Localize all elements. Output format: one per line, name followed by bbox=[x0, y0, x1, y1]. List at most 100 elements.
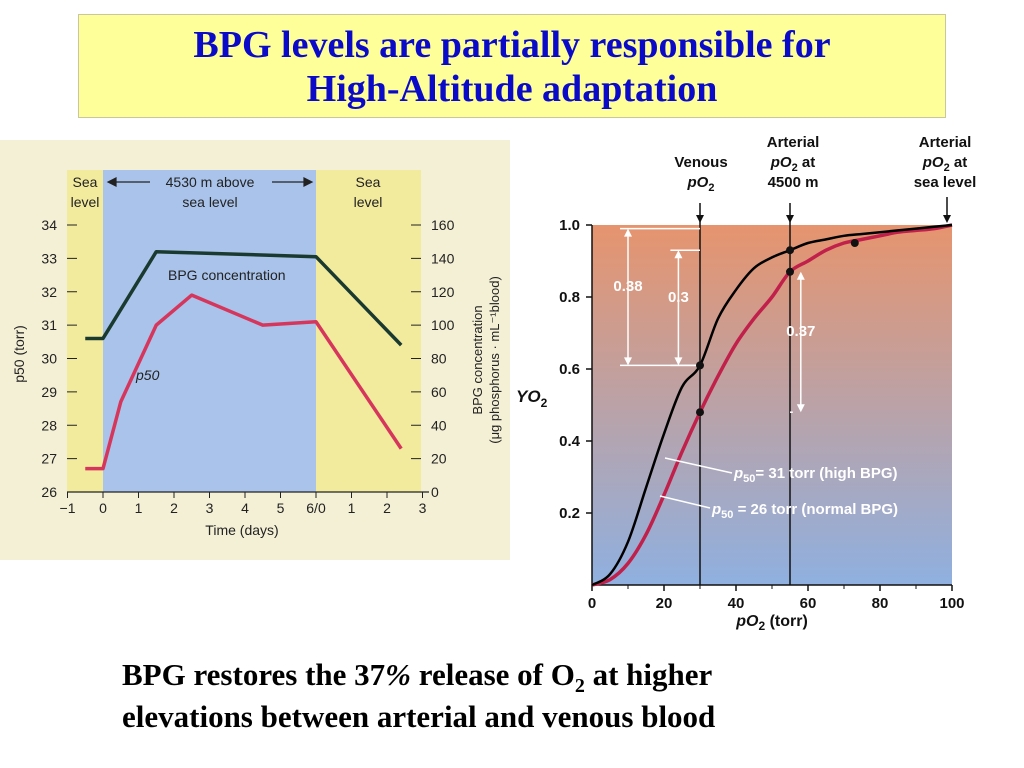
altitude-span-arrows bbox=[106, 177, 314, 187]
region-label-sea-level-right-1: Sea bbox=[356, 174, 381, 190]
arterial-4500-label-line3: 4500 m bbox=[768, 174, 819, 191]
marker-arrowhead bbox=[786, 215, 794, 223]
left-x-tick-label: 4 bbox=[241, 500, 249, 516]
left-y-tick-label: 29 bbox=[41, 384, 57, 400]
annotation-label: 0.37 bbox=[786, 323, 815, 340]
left-chart-series bbox=[85, 249, 403, 471]
bpg-concentration-series-label: BPG concentration bbox=[168, 267, 286, 283]
left-y-tick-label: 32 bbox=[41, 284, 57, 300]
right-chart-series bbox=[591, 223, 953, 587]
venous-po2-marker-label: Venous pO2 bbox=[674, 154, 727, 194]
right-y-tick-label: 0.4 bbox=[559, 433, 581, 450]
arterial-4500-label-line1: Arterial bbox=[767, 134, 820, 151]
annotation-arrowhead bbox=[624, 228, 632, 237]
right-x-tick-label: 100 bbox=[939, 595, 964, 612]
p50-series-label: p50 bbox=[135, 367, 160, 383]
marker-arrowhead bbox=[696, 215, 704, 223]
right-x-axis-label: pO2 (torr) bbox=[735, 613, 808, 633]
high-bpg-curve bbox=[591, 223, 953, 587]
left-x-tick-label: 1 bbox=[348, 500, 356, 516]
left-y-tick-label: 26 bbox=[41, 484, 57, 500]
right-x-tick-label: 0 bbox=[588, 595, 596, 612]
right-x-tick-label: 80 bbox=[872, 595, 889, 612]
annotation-label: 0.38 bbox=[613, 278, 642, 295]
right-y-axis-label-1: BPG concentration bbox=[470, 305, 485, 414]
venous-label-line2: pO2 bbox=[687, 174, 715, 194]
arterial-sea-label-line1: Arterial bbox=[919, 134, 972, 151]
curve-point bbox=[786, 267, 794, 276]
venous-label-line1: Venous bbox=[674, 154, 727, 171]
right-y-tick-label: 0.8 bbox=[559, 289, 580, 306]
annotation-arrowhead bbox=[796, 271, 805, 280]
arterial-sea-label-line2: pO2 at bbox=[922, 154, 967, 174]
left-y-tick-label: 30 bbox=[41, 351, 57, 367]
bpg-concentration-line bbox=[85, 249, 403, 347]
left-y-tick-label: 34 bbox=[41, 217, 57, 233]
left-x-tick-label: −1 bbox=[60, 500, 76, 516]
right-y-tick-label: 140 bbox=[431, 250, 455, 266]
slide-title: BPG levels are partially responsible for… bbox=[78, 14, 946, 118]
caption-percent: % bbox=[385, 657, 411, 692]
left-x-tick-label: 2 bbox=[383, 500, 391, 516]
marker-arrowhead bbox=[943, 215, 951, 223]
left-x-tick-label: 5 bbox=[277, 500, 285, 516]
right-y-tick-label: 1.0 bbox=[559, 217, 580, 234]
left-chart-axes: −1 0 1 2 3 4 5 6/0 1 2 326272829303132333402040608… bbox=[41, 217, 454, 516]
bpg-p50-time-chart: −1 0 1 2 3 4 5 6/0 1 2 326272829303132333402040608… bbox=[0, 140, 510, 560]
region-label-altitude-2: sea level bbox=[182, 194, 237, 210]
right-y-tick-label: 120 bbox=[431, 284, 455, 300]
caption-line1: BPG restores the 37% release of O2 at hi… bbox=[122, 654, 922, 696]
right-y-tick-label: 60 bbox=[431, 384, 447, 400]
left-y-tick-label: 28 bbox=[41, 417, 57, 433]
annotation-arrowhead bbox=[624, 357, 632, 366]
annotation-label: 0.3 bbox=[668, 289, 689, 306]
arterial-4500-marker-label: Arterial pO2 at 4500 m bbox=[767, 134, 820, 191]
caption-subscript: 2 bbox=[574, 675, 585, 698]
curve-point bbox=[786, 246, 794, 255]
p50-line bbox=[85, 293, 403, 471]
slide-title-line1: BPG levels are partially responsible for bbox=[193, 24, 831, 66]
arterial-4500-label-line2: pO2 at bbox=[770, 154, 815, 174]
arterial-sea-level-marker-label: Arterial pO2 at sea level bbox=[914, 134, 977, 191]
region-label-sea-level-left-1: Sea bbox=[73, 174, 98, 190]
right-y-tick-label: 160 bbox=[431, 217, 455, 233]
annotation-arrowhead bbox=[674, 357, 683, 366]
right-x-tick-label: 20 bbox=[656, 595, 673, 612]
left-x-tick-label: 0 bbox=[99, 500, 107, 516]
right-y-axis-label: YO2 bbox=[516, 387, 548, 410]
sea-level-region-right bbox=[316, 170, 421, 492]
caption-text-a: BPG restores the 37 bbox=[122, 657, 386, 692]
caption-line2: elevations between arterial and venous b… bbox=[122, 699, 716, 734]
caption-text-b: release of O bbox=[411, 657, 575, 692]
annotation-arrowhead bbox=[674, 250, 683, 259]
region-label-sea-level-right-2: level bbox=[354, 194, 383, 210]
left-y-tick-label: 33 bbox=[41, 250, 57, 266]
left-x-axis-label: Time (days) bbox=[205, 522, 278, 538]
curve-point bbox=[696, 361, 704, 370]
normal-bpg-curve-label: p50 = 26 torr (normal BPG) bbox=[711, 501, 898, 521]
right-chart-markers bbox=[696, 197, 951, 585]
left-x-tick-label: 1 bbox=[135, 500, 143, 516]
left-y-tick-label: 27 bbox=[41, 451, 57, 467]
slide-title-line2: High-Altitude adaptation bbox=[306, 68, 718, 110]
region-label-altitude-1: 4530 m above bbox=[166, 174, 255, 190]
right-x-tick-label: 40 bbox=[728, 595, 745, 612]
altitude-region bbox=[103, 170, 316, 492]
right-x-tick-label: 60 bbox=[800, 595, 817, 612]
right-y-tick-label: 40 bbox=[431, 417, 447, 433]
left-x-tick-label: 6/0 bbox=[306, 500, 326, 516]
curve-label-pointers bbox=[659, 457, 733, 509]
region-label-sea-level-left-2: level bbox=[71, 194, 100, 210]
right-y-axis-label-2: (μg phosphorus · mL⁻¹blood) bbox=[487, 276, 502, 444]
high-bpg-curve-label: p50= 31 torr (high BPG) bbox=[733, 465, 898, 485]
arterial-sea-label-line3: sea level bbox=[914, 174, 977, 191]
left-x-tick-label: 3 bbox=[419, 500, 427, 516]
sea-level-region-left bbox=[67, 170, 103, 492]
left-chart-regions bbox=[67, 170, 421, 492]
left-x-tick-label: 3 bbox=[206, 500, 214, 516]
right-y-tick-label: 0.6 bbox=[559, 361, 580, 378]
curve-point bbox=[850, 239, 859, 247]
right-chart-axes: 0 20 40 60 80 100 0.2 0.4 0.6 0.8 1.0 bbox=[559, 217, 964, 612]
right-y-tick-label: 20 bbox=[431, 451, 447, 467]
